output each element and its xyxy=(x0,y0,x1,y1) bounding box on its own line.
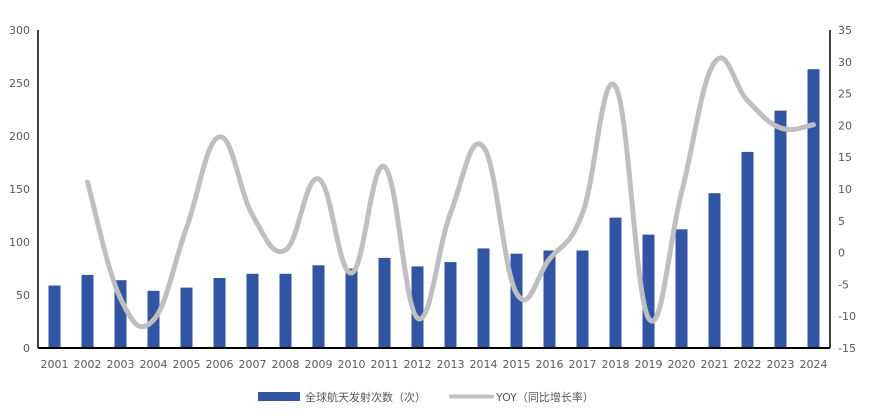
x-tick-label: 2020 xyxy=(668,358,696,371)
bar-2021 xyxy=(708,193,721,348)
x-tick-label: 2010 xyxy=(338,358,366,371)
bar-2012 xyxy=(411,266,424,348)
right-tick-label: 10 xyxy=(838,183,852,196)
x-tick-label: 2008 xyxy=(272,358,300,371)
left-tick-label: 300 xyxy=(9,24,30,37)
x-tick-label: 2015 xyxy=(503,358,531,371)
left-tick-label: 100 xyxy=(9,236,30,249)
left-tick-label: 200 xyxy=(9,130,30,143)
x-tick-label: 2011 xyxy=(371,358,399,371)
bar-2002 xyxy=(81,274,94,348)
left-tick-label: 0 xyxy=(23,342,30,355)
x-tick-label: 2017 xyxy=(569,358,597,371)
x-tick-label: 2018 xyxy=(602,358,630,371)
bar-2011 xyxy=(378,257,391,348)
right-tick-label: 15 xyxy=(838,151,852,164)
legend-bar-label: 全球航天发射次数（次） xyxy=(305,390,426,404)
bar-2024 xyxy=(807,69,820,348)
right-tick-label: 35 xyxy=(838,24,852,37)
bar-2006 xyxy=(213,278,226,348)
x-tick-label: 2022 xyxy=(734,358,762,371)
x-tick-label: 2019 xyxy=(635,358,663,371)
bar-2014 xyxy=(477,248,490,348)
bar-2023 xyxy=(774,110,787,348)
x-tick-label: 2005 xyxy=(173,358,201,371)
right-tick-label: -10 xyxy=(838,310,856,323)
yoy-line xyxy=(85,55,816,330)
left-tick-label: 50 xyxy=(16,289,30,302)
right-tick-label: 0 xyxy=(838,247,845,260)
bar-2009 xyxy=(312,265,325,348)
x-tick-label: 2012 xyxy=(404,358,432,371)
bar-2010 xyxy=(345,268,358,348)
right-tick-label: 20 xyxy=(838,119,852,132)
bar-2007 xyxy=(246,273,259,348)
bar-2005 xyxy=(180,287,193,348)
right-tick-label: 25 xyxy=(838,88,852,101)
x-tick-label: 2001 xyxy=(41,358,69,371)
x-tick-label: 2009 xyxy=(305,358,333,371)
left-tick-label: 150 xyxy=(9,183,30,196)
bar-2015 xyxy=(510,253,523,348)
legend-bar-swatch xyxy=(258,392,300,401)
right-axis-ticks: -15 -10 -5 0 5 10 15 20 25 30 35 xyxy=(838,24,856,355)
x-tick-label: 2007 xyxy=(239,358,267,371)
right-tick-label: 5 xyxy=(838,215,845,228)
right-tick-label: 30 xyxy=(838,56,852,69)
x-tick-label: 2021 xyxy=(701,358,729,371)
bar-2017 xyxy=(576,250,589,348)
legend-line-label: YOY（同比增长率） xyxy=(495,390,594,404)
bar-2018 xyxy=(609,217,622,348)
x-tick-label: 2023 xyxy=(767,358,795,371)
x-tick-label: 2014 xyxy=(470,358,498,371)
x-tick-label: 2004 xyxy=(140,358,168,371)
bar-2016 xyxy=(543,250,556,348)
bar-2008 xyxy=(279,273,292,348)
bar-2013 xyxy=(444,262,457,348)
x-tick-label: 2002 xyxy=(74,358,102,371)
bar-2020 xyxy=(675,229,688,348)
right-tick-label: -5 xyxy=(838,278,849,291)
x-tick-label: 2024 xyxy=(800,358,828,371)
left-tick-label: 250 xyxy=(9,77,30,90)
x-tick-label: 2016 xyxy=(536,358,564,371)
x-tick-label: 2003 xyxy=(107,358,135,371)
right-tick-label: -15 xyxy=(838,342,856,355)
legend: 全球航天发射次数（次） YOY（同比增长率） xyxy=(258,390,594,404)
left-axis-ticks: 0 50 100 150 200 250 300 xyxy=(9,24,30,355)
bar-2022 xyxy=(741,151,754,348)
x-tick-label: 2013 xyxy=(437,358,465,371)
x-axis-ticks: 2001 2002 2003 2004 2005 2006 2007 2008 2009 2010… xyxy=(41,358,828,371)
x-tick-label: 2006 xyxy=(206,358,234,371)
bar-2001 xyxy=(48,285,61,348)
